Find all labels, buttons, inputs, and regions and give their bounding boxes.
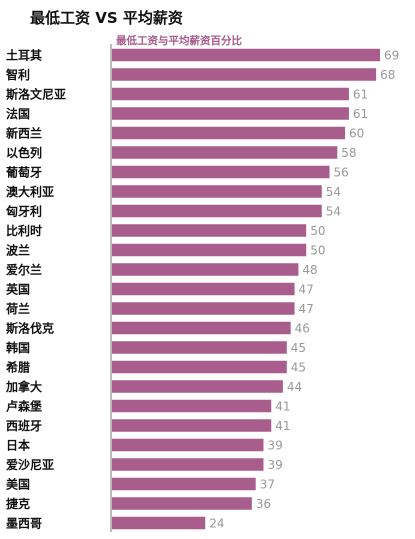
category-label: 希腊 bbox=[5, 360, 30, 375]
category-label: 比利时 bbox=[6, 223, 42, 238]
data-label: 69 bbox=[384, 49, 399, 63]
data-label: 56 bbox=[334, 166, 349, 180]
category-label: 卢森堡 bbox=[6, 399, 42, 414]
category-label: 英国 bbox=[6, 282, 30, 297]
bar bbox=[112, 87, 349, 101]
category-label: 斯洛伐克 bbox=[6, 321, 54, 336]
data-label: 24 bbox=[209, 517, 224, 531]
bar bbox=[112, 224, 307, 237]
bar bbox=[112, 516, 206, 530]
bar bbox=[112, 341, 287, 354]
bar bbox=[112, 458, 264, 471]
category-label: 西班牙 bbox=[6, 418, 42, 433]
data-label: 36 bbox=[256, 497, 271, 511]
data-label: 45 bbox=[291, 341, 306, 355]
category-label: 波兰 bbox=[6, 243, 30, 258]
data-label: 47 bbox=[299, 302, 314, 316]
category-label: 土耳其 bbox=[6, 48, 42, 63]
bar bbox=[112, 477, 256, 491]
data-label: 47 bbox=[299, 283, 314, 297]
category-label: 斯洛文尼亚 bbox=[6, 87, 66, 102]
data-label: 54 bbox=[326, 205, 341, 219]
category-label: 法国 bbox=[6, 106, 30, 121]
data-label: 45 bbox=[291, 361, 306, 375]
category-label: 爱沙尼亚 bbox=[6, 457, 54, 472]
category-label: 匈牙利 bbox=[5, 204, 42, 219]
data-label: 61 bbox=[353, 107, 368, 121]
data-label: 61 bbox=[353, 88, 368, 102]
bar bbox=[112, 185, 322, 198]
bar bbox=[112, 243, 307, 257]
bar bbox=[112, 263, 299, 276]
category-label: 日本 bbox=[6, 438, 30, 453]
bar bbox=[112, 497, 252, 510]
category-label: 爱尔兰 bbox=[6, 262, 42, 277]
bar bbox=[112, 48, 380, 62]
data-label: 54 bbox=[326, 185, 341, 199]
category-label: 荷兰 bbox=[5, 301, 30, 316]
bar bbox=[112, 107, 349, 120]
category-label: 加拿大 bbox=[5, 379, 42, 394]
bar bbox=[112, 321, 291, 335]
data-label: 50 bbox=[310, 224, 325, 238]
chart-title: 最低工资 VS 平均薪资 bbox=[30, 9, 183, 27]
category-label: 韩国 bbox=[6, 340, 30, 355]
category-label: 智利 bbox=[5, 67, 30, 82]
data-label: 60 bbox=[349, 127, 364, 141]
category-label: 以色列 bbox=[6, 145, 42, 160]
bar bbox=[112, 380, 283, 393]
data-label: 39 bbox=[267, 458, 282, 472]
bar bbox=[112, 438, 264, 452]
data-label: 48 bbox=[302, 263, 317, 277]
data-label: 50 bbox=[310, 244, 325, 258]
data-label: 46 bbox=[295, 322, 310, 336]
data-label: 68 bbox=[380, 68, 395, 82]
category-label: 葡萄牙 bbox=[5, 165, 42, 180]
data-label: 41 bbox=[275, 419, 290, 433]
category-label: 墨西哥 bbox=[6, 517, 42, 531]
data-label: 39 bbox=[267, 439, 282, 453]
bar bbox=[112, 282, 295, 296]
category-label: 捷克 bbox=[6, 496, 30, 511]
bar bbox=[112, 68, 377, 81]
bar bbox=[112, 146, 338, 159]
category-label: 新西兰 bbox=[6, 126, 42, 141]
data-label: 58 bbox=[341, 146, 356, 160]
bar bbox=[112, 419, 272, 432]
bar bbox=[112, 360, 287, 374]
data-label: 41 bbox=[275, 400, 290, 414]
bar bbox=[112, 302, 295, 315]
bar bbox=[112, 165, 330, 179]
data-label: 44 bbox=[287, 380, 302, 394]
bar bbox=[112, 126, 346, 140]
data-label: 37 bbox=[260, 478, 275, 492]
bar bbox=[112, 399, 272, 413]
category-label: 美国 bbox=[6, 477, 30, 492]
chart-subtitle: 最低工资与平均薪资百分比 bbox=[116, 35, 242, 47]
category-label: 澳大利亚 bbox=[6, 184, 54, 199]
bar bbox=[112, 204, 322, 218]
